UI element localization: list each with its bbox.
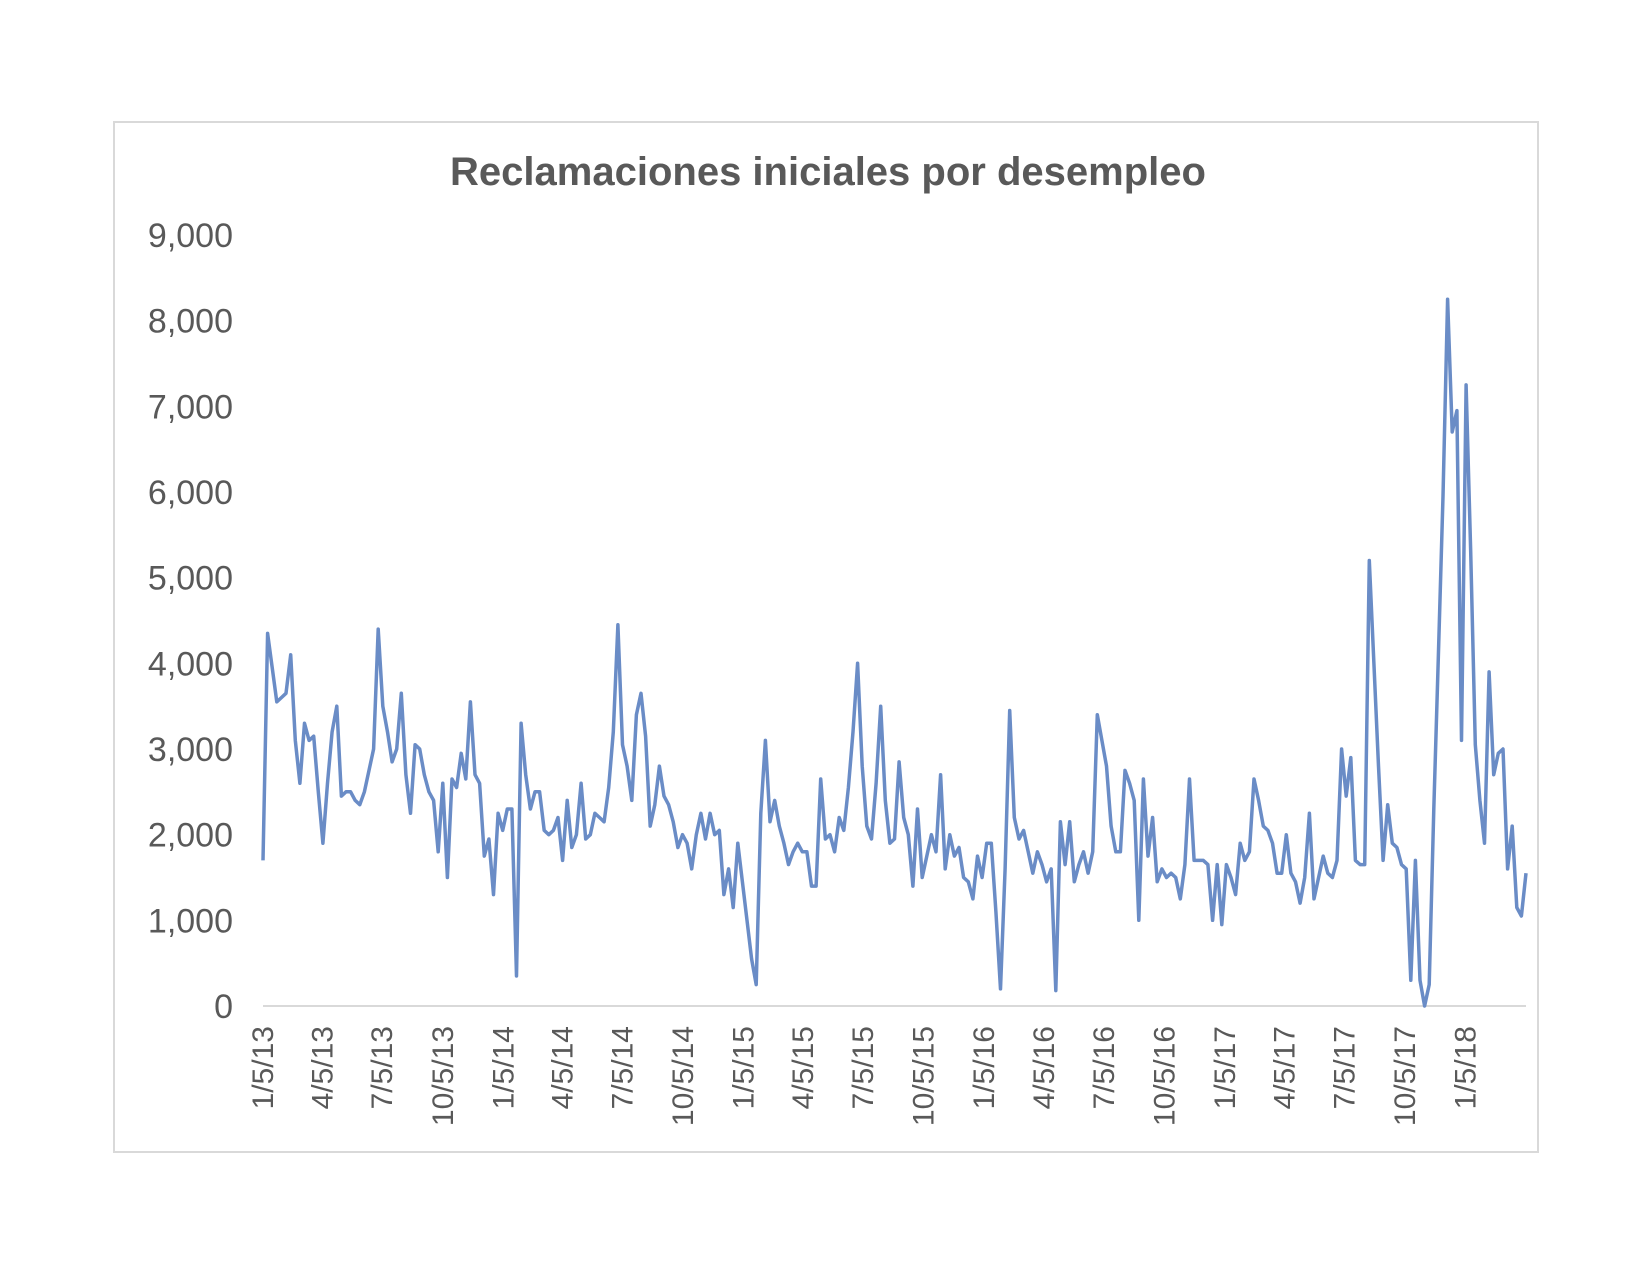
chart-title: Reclamaciones iniciales por desempleo (450, 150, 1206, 194)
y-tick-label: 1,000 (148, 902, 233, 940)
y-tick-label: 2,000 (148, 817, 233, 855)
y-tick-label: 3,000 (148, 731, 233, 769)
x-tick-label: 10/5/15 (907, 1026, 940, 1126)
x-tick-label: 7/5/16 (1088, 1026, 1121, 1109)
x-tick-label: 1/5/14 (487, 1026, 520, 1109)
x-tick-label: 7/5/13 (366, 1026, 399, 1109)
plot-area (261, 297, 1528, 1008)
y-tick-label: 4,000 (148, 645, 233, 683)
x-tick-label: 7/5/15 (847, 1026, 880, 1109)
x-tick-label: 4/5/14 (547, 1026, 580, 1109)
y-tick-label: 7,000 (148, 388, 233, 426)
x-tick-label: 1/5/13 (247, 1026, 280, 1109)
x-tick-label: 4/5/16 (1028, 1026, 1061, 1109)
x-tick-label: 10/5/14 (667, 1026, 700, 1126)
x-tick-label: 4/5/15 (787, 1026, 820, 1109)
series-line (261, 297, 1528, 1008)
y-tick-label: 8,000 (148, 303, 233, 341)
y-tick-label: 5,000 (148, 560, 233, 598)
x-axis: 1/5/13 4/5/13 7/5/13 10/5/13 1/5/14 4/5/14 7/5… (247, 1005, 1526, 1126)
x-tick-label: 4/5/17 (1268, 1026, 1301, 1109)
y-axis: 0 1,000 2,000 3,000 4,000 5,000 6,000 7,000 8,00… (148, 217, 233, 1026)
y-tick-label: 0 (214, 988, 233, 1026)
x-tick-label: 1/5/18 (1449, 1026, 1482, 1109)
x-tick-label: 10/5/17 (1389, 1026, 1422, 1126)
x-tick-label: 1/5/15 (728, 1026, 761, 1109)
y-tick-label: 9,000 (148, 217, 233, 255)
x-tick-label: 4/5/13 (306, 1026, 339, 1109)
y-tick-label: 6,000 (148, 474, 233, 512)
x-tick-label: 10/5/16 (1148, 1026, 1181, 1126)
chart-svg: Reclamaciones iniciales por desempleo 01… (148, 150, 1528, 1126)
x-tick-label: 10/5/13 (427, 1026, 460, 1126)
x-tick-label: 1/5/17 (1209, 1026, 1242, 1109)
x-tick-label: 7/5/17 (1328, 1026, 1361, 1109)
x-tick-label: 1/5/16 (968, 1026, 1001, 1109)
x-tick-label: 7/5/14 (607, 1026, 640, 1109)
